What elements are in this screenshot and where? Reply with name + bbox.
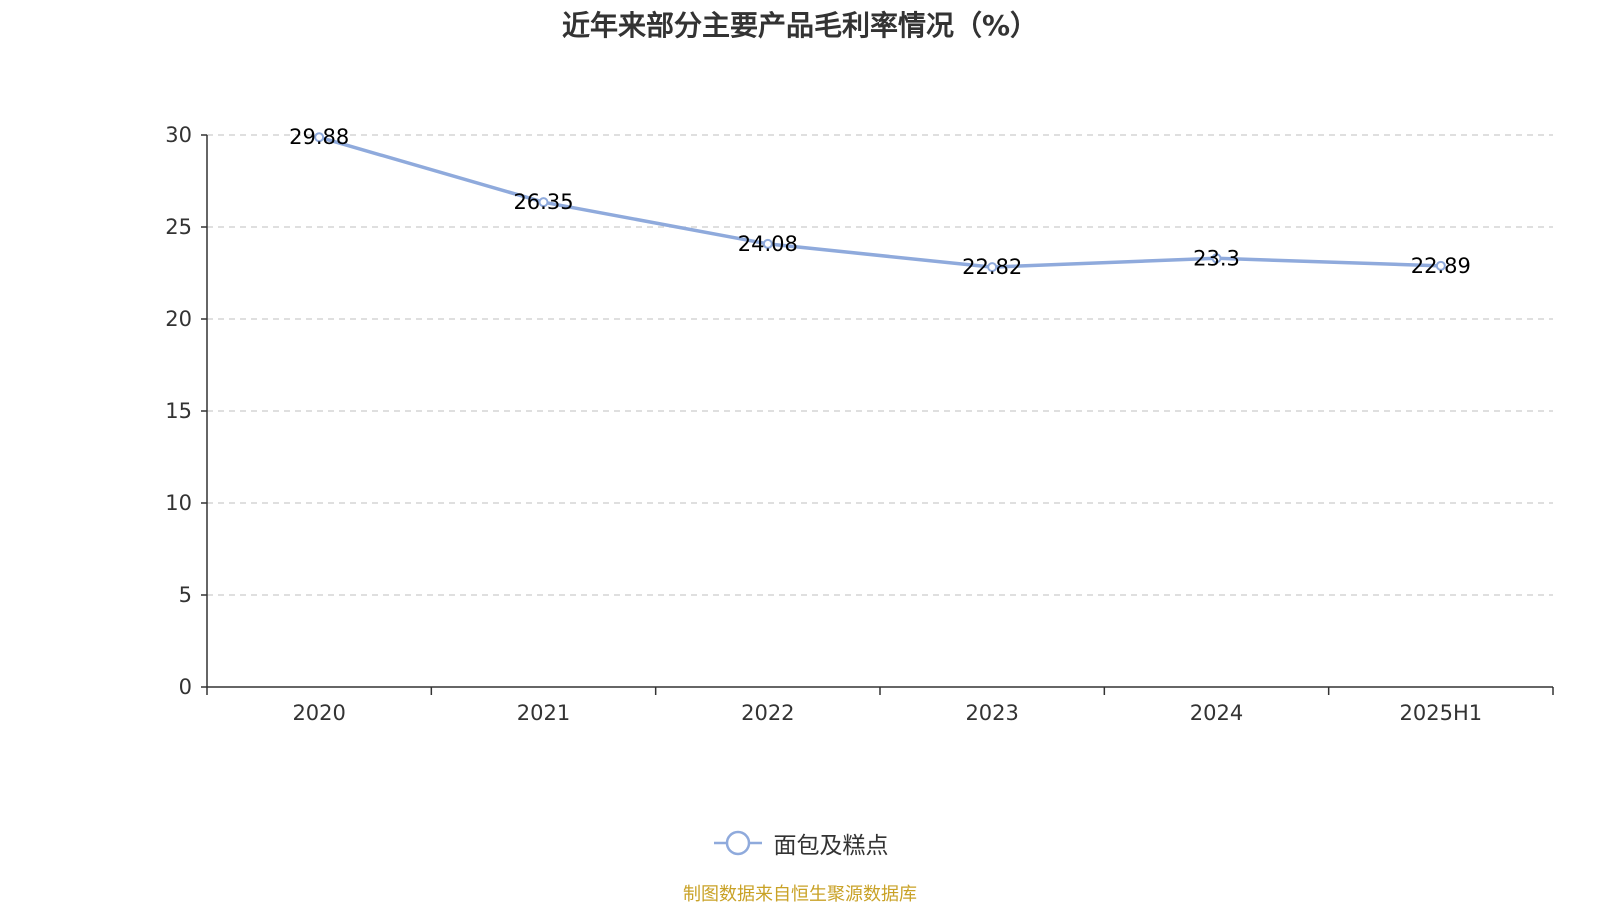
x-tick-label: 2024 bbox=[1190, 701, 1243, 725]
x-tick-label: 2023 bbox=[965, 701, 1018, 725]
series-line[interactable] bbox=[317, 135, 1443, 269]
y-tick-label: 0 bbox=[179, 675, 192, 699]
chart-title: 近年来部分主要产品毛利率情况（%） bbox=[561, 9, 1039, 42]
y-tick-label: 25 bbox=[165, 215, 192, 239]
data-label: 23.3 bbox=[1193, 246, 1240, 270]
data-point[interactable] bbox=[1435, 260, 1446, 271]
y-tick-label: 5 bbox=[179, 583, 192, 607]
axes: 0 5 10 15 20 25 30 2020 2021 2022 2023 2024 2025H1 bbox=[165, 123, 1554, 725]
data-label: 22.82 bbox=[962, 255, 1022, 279]
data-point[interactable] bbox=[987, 262, 998, 273]
data-point[interactable] bbox=[314, 132, 325, 143]
y-tick-label: 15 bbox=[165, 399, 192, 423]
data-point[interactable] bbox=[1211, 253, 1222, 264]
y-tick-label: 30 bbox=[165, 123, 192, 147]
series-line-group bbox=[314, 132, 1446, 273]
x-tick-label: 2025H1 bbox=[1400, 701, 1483, 725]
grid-lines bbox=[207, 134, 1553, 596]
source-note: 制图数据来自恒生聚源数据库 bbox=[683, 884, 917, 905]
data-point[interactable] bbox=[538, 197, 549, 208]
data-label: 29.88 bbox=[289, 125, 349, 149]
data-labels: 29.88 26.35 24.08 22.82 23.3 22.89 bbox=[289, 125, 1471, 279]
legend-label: 面包及糕点 bbox=[773, 833, 889, 859]
x-tick-label: 2021 bbox=[517, 701, 570, 725]
data-label: 22.89 bbox=[1411, 254, 1471, 278]
y-tick-label: 20 bbox=[165, 307, 192, 331]
legend-line-circle-icon bbox=[713, 830, 762, 856]
x-tick-label: 2022 bbox=[741, 701, 794, 725]
data-point[interactable] bbox=[762, 238, 773, 249]
x-tick-label: 2020 bbox=[292, 701, 345, 725]
legend[interactable]: 面包及糕点 bbox=[0, 826, 1600, 860]
data-label: 24.08 bbox=[738, 232, 798, 256]
y-tick-label: 10 bbox=[165, 491, 192, 515]
data-label: 26.35 bbox=[513, 190, 573, 214]
